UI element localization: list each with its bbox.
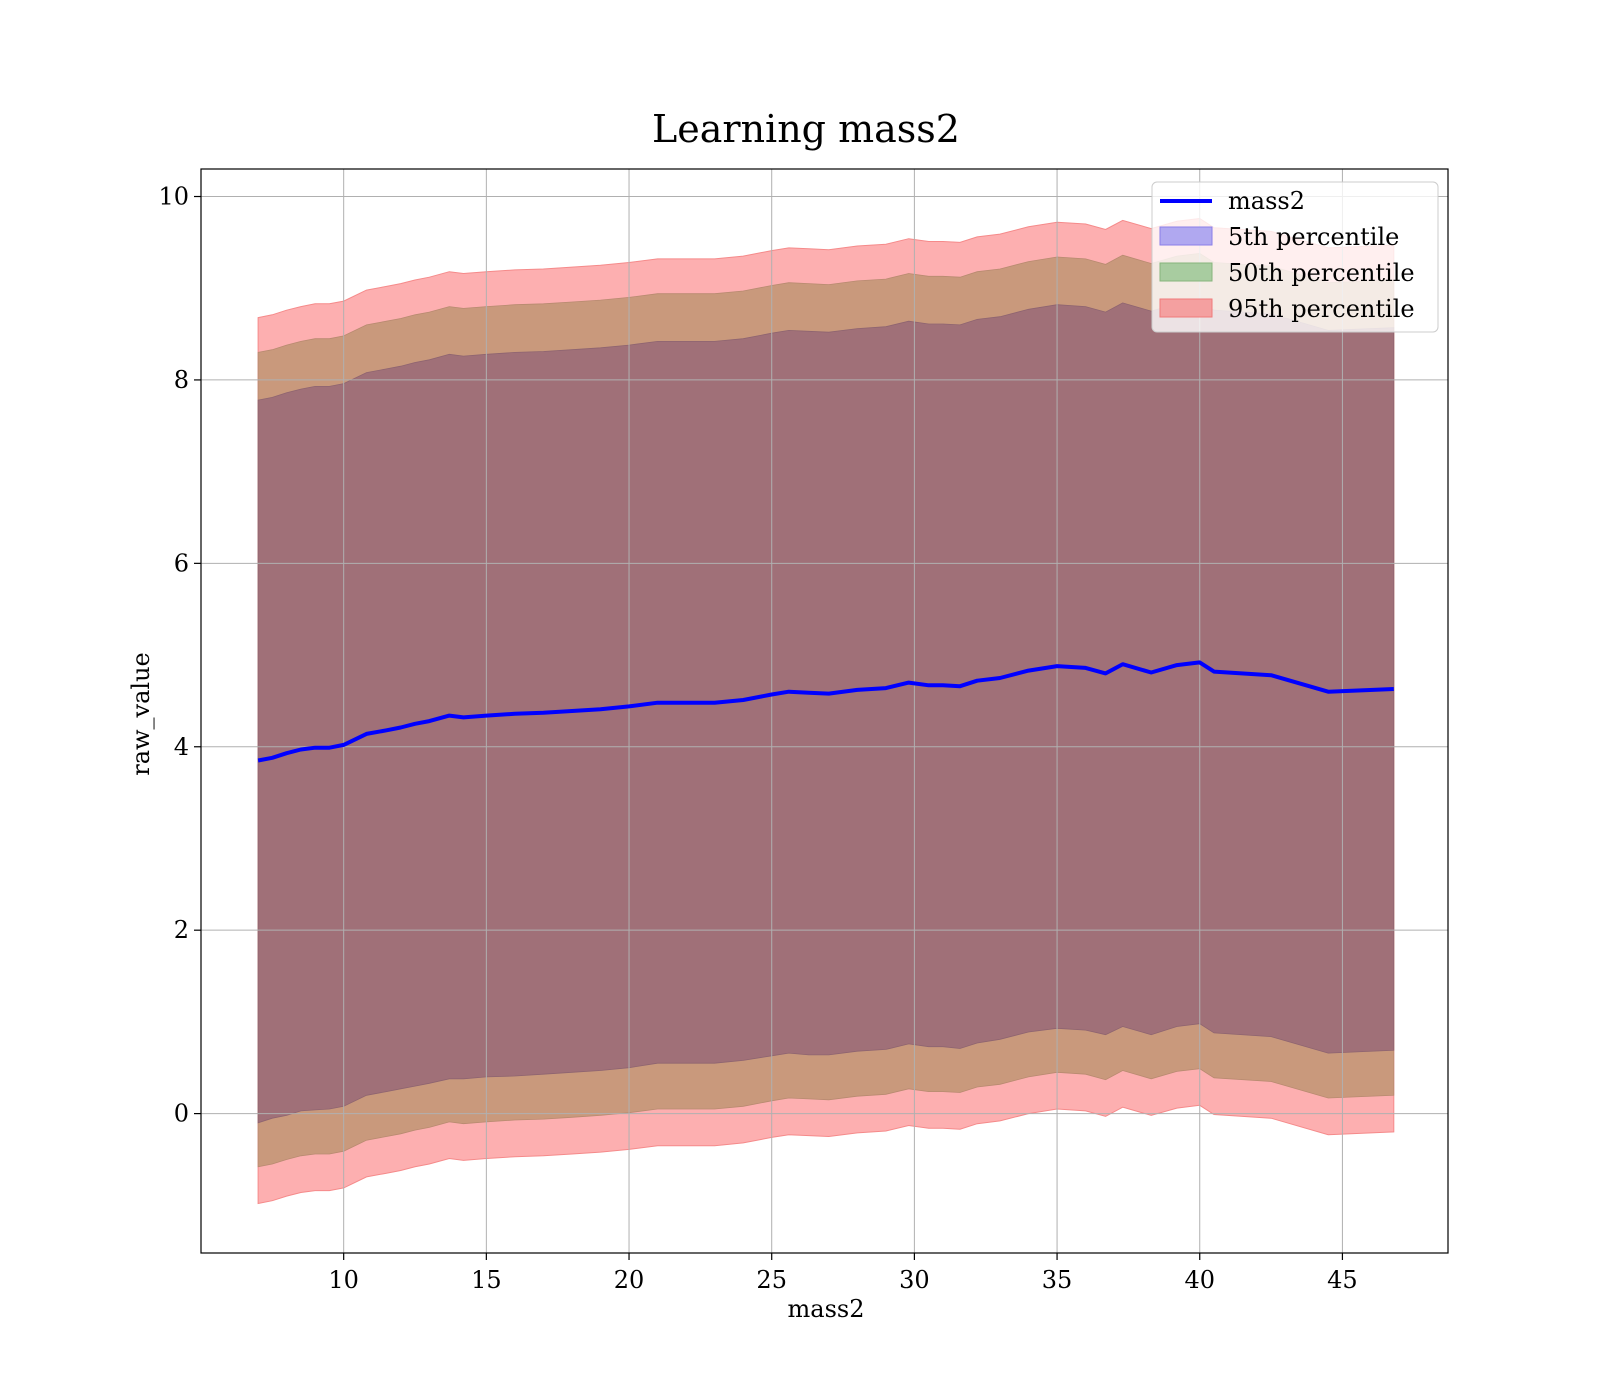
chart-title: Learning mass2	[652, 107, 960, 151]
mean-line-layer	[257, 660, 1394, 763]
y-tick-label: 4	[174, 733, 189, 761]
x-tick-label: 10	[328, 1266, 359, 1294]
legend-label-5th: 5th percentile	[1228, 223, 1399, 251]
grid-lines	[201, 169, 1448, 1253]
y-tick-label: 0	[174, 1100, 189, 1128]
x-tick-label: 45	[1327, 1266, 1358, 1294]
series-line-mass2	[257, 660, 1394, 763]
x-tick-label: 40	[1184, 1266, 1215, 1294]
x-tick-label: 15	[471, 1266, 502, 1294]
y-axis-label: raw_value	[127, 652, 155, 776]
y-tick-label: 10	[158, 183, 189, 211]
legend-label-50th: 50th percentile	[1228, 259, 1415, 287]
legend-label-95th: 95th percentile	[1228, 295, 1415, 323]
legend-swatch-95th	[1159, 298, 1213, 318]
y-tick-label: 2	[174, 916, 189, 944]
x-tick-label: 20	[614, 1266, 645, 1294]
x-tick-label: 30	[899, 1266, 930, 1294]
legend-swatch-5th	[1159, 226, 1213, 246]
legend-swatch-50th	[1159, 262, 1213, 282]
x-axis-label: mass2	[788, 1295, 865, 1323]
x-tick-label: 35	[1042, 1266, 1073, 1294]
legend: mass2 5th percentile 50th percentile 95t…	[1151, 181, 1439, 333]
y-tick-label: 6	[174, 549, 189, 577]
legend-box	[1151, 181, 1439, 333]
percentile-bands	[257, 217, 1395, 1205]
axis-ticks: 10 15 20 25 30 35 40 45 0 2 4 6 8 10	[158, 183, 1357, 1294]
plot-frame	[200, 168, 1449, 1254]
x-tick-label: 25	[756, 1266, 787, 1294]
y-tick-label: 8	[174, 366, 189, 394]
band-5th-percentile	[257, 300, 1395, 1124]
legend-label-mass2: mass2	[1228, 187, 1305, 215]
